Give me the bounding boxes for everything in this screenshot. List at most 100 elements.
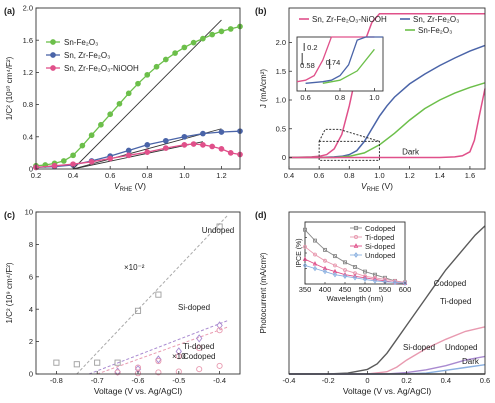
data-point — [134, 364, 142, 371]
inset-x-tick-label: 550 — [379, 285, 392, 294]
series-line — [289, 225, 486, 375]
series-line — [289, 364, 486, 375]
inset-x-tick-label: 450 — [339, 285, 352, 294]
data-point — [53, 359, 60, 366]
x-tick-label: 0.4 — [68, 171, 78, 180]
inset-y-axis-label: IPCE (%) — [296, 238, 303, 267]
inset-data-point — [313, 238, 317, 243]
series-line — [289, 88, 486, 159]
annotation-ti-doped: Ti-doped — [440, 297, 471, 306]
data-point — [107, 111, 114, 118]
inset-x-tick-label: 400 — [319, 285, 332, 294]
zoom-box — [318, 140, 380, 161]
annotation-scale-undoped: ×10⁻² — [124, 263, 145, 272]
annotation-undoped: Undoped — [202, 226, 234, 235]
x-tick-label: 1.0 — [179, 171, 189, 180]
data-point — [107, 155, 114, 162]
inset-annotation: 0.2 — [307, 43, 317, 52]
inset-x-tick-label: 350 — [299, 285, 312, 294]
panel-label-b: (b) — [255, 6, 267, 16]
legend-entry: Sn, Zr-Fe₂O₃-NiOOH — [312, 15, 387, 24]
y-tick-label: 2 — [29, 337, 33, 346]
x-axis-label: VRHE (V) — [114, 181, 146, 193]
inset-data-point — [312, 265, 318, 272]
annotation-si-doped: Si-doped — [178, 303, 210, 312]
inset-data-point — [343, 260, 347, 265]
data-point — [175, 347, 182, 356]
panel-b: (b) Dark Sn, Zr-Fe₂O₃-NiOOH Sn, Zr-Fe₂O₃ Sn-… — [255, 6, 486, 193]
data-point — [227, 26, 234, 32]
x-tick-label: 0.2 — [401, 376, 411, 385]
inset-x-tick-label: 600 — [399, 285, 412, 294]
data-point — [196, 334, 203, 343]
inset-x-tick-label: 0.8 — [335, 93, 345, 102]
x-tick-label: 0 — [365, 376, 369, 385]
data-point — [190, 141, 197, 147]
data-point — [144, 149, 151, 155]
panel-label-c: (c) — [4, 210, 15, 220]
inset-legend-marker — [353, 234, 359, 240]
data-point — [70, 161, 76, 168]
dark-label: Dark — [402, 148, 420, 157]
data-point — [135, 80, 141, 87]
data-point — [73, 361, 80, 368]
data-point — [181, 44, 188, 51]
x-tick-label: 0.4 — [441, 376, 451, 385]
fit-line — [76, 214, 229, 375]
legend-entry: Sn, Zr-Fe₂O₃-NiOOH — [64, 64, 139, 73]
x-tick-label: 0.6 — [314, 171, 324, 180]
x-tick-label: 1.2 — [216, 171, 226, 180]
inset-data-point — [333, 263, 337, 268]
legend-entry: Sn-Fe₂O₃ — [64, 38, 98, 47]
data-point — [88, 132, 95, 139]
inset-series-line — [322, 48, 375, 84]
data-point — [144, 71, 151, 78]
data-point — [196, 366, 203, 373]
data-point — [155, 357, 162, 365]
x-tick-label: -0.4 — [283, 376, 296, 385]
annotation-codoped: Codoped — [434, 279, 466, 288]
data-point — [155, 291, 162, 298]
y-axis-label: J (mA/cm²) — [259, 69, 268, 108]
x-tick-label: -0.8 — [50, 376, 63, 385]
inset-data-point — [372, 278, 378, 284]
y-axis-label: 1/C² (10⁹ cm⁴/F²) — [5, 262, 14, 323]
x-tick-label: 1.0 — [374, 171, 384, 180]
data-point — [162, 137, 169, 144]
y-tick-label: 0 — [282, 153, 286, 162]
x-tick-label: -0.6 — [132, 376, 145, 385]
x-tick-label: 0.6 — [480, 376, 490, 385]
y-axis-label: 1/C² (10¹⁰ cm⁴/F²) — [5, 56, 14, 120]
y-tick-label: 1.6 — [23, 36, 33, 45]
data-point — [144, 142, 151, 148]
data-point — [134, 370, 142, 377]
data-point — [114, 369, 121, 376]
panel-label-a: (a) — [4, 6, 15, 16]
fit-line — [72, 19, 222, 170]
data-point — [216, 223, 223, 230]
inset-data-point — [353, 265, 357, 269]
data-point — [190, 39, 197, 46]
data-point — [216, 362, 223, 369]
data-point — [200, 35, 206, 42]
data-point — [227, 150, 234, 156]
inset-data-point — [302, 262, 308, 269]
data-point — [134, 307, 142, 314]
inset-data-point — [303, 227, 307, 232]
inset-data-point — [302, 256, 308, 261]
inset-data-point — [313, 252, 317, 257]
x-tick-label: -0.7 — [91, 376, 104, 385]
y-tick-label: 2.0 — [276, 38, 286, 47]
inset-annotation: 0.58 — [300, 61, 315, 70]
inset-x-axis-label: Wavelength (nm) — [327, 294, 384, 303]
legend-marker — [50, 39, 56, 45]
annotation-si-doped: Si-doped — [403, 343, 435, 352]
data-point — [200, 142, 206, 148]
inset-frame — [296, 36, 384, 92]
panel-c: (c) -0.8 -0.7 -0.6 -0.5 -0.4 0 2 4 6 8 10 Undoped ×10… — [4, 208, 241, 396]
x-axis-label: Voltage (V vs. Ag/AgCl) — [94, 386, 183, 396]
inset-data-point — [392, 279, 398, 286]
data-point — [216, 321, 223, 330]
inset-series-line — [304, 264, 406, 284]
